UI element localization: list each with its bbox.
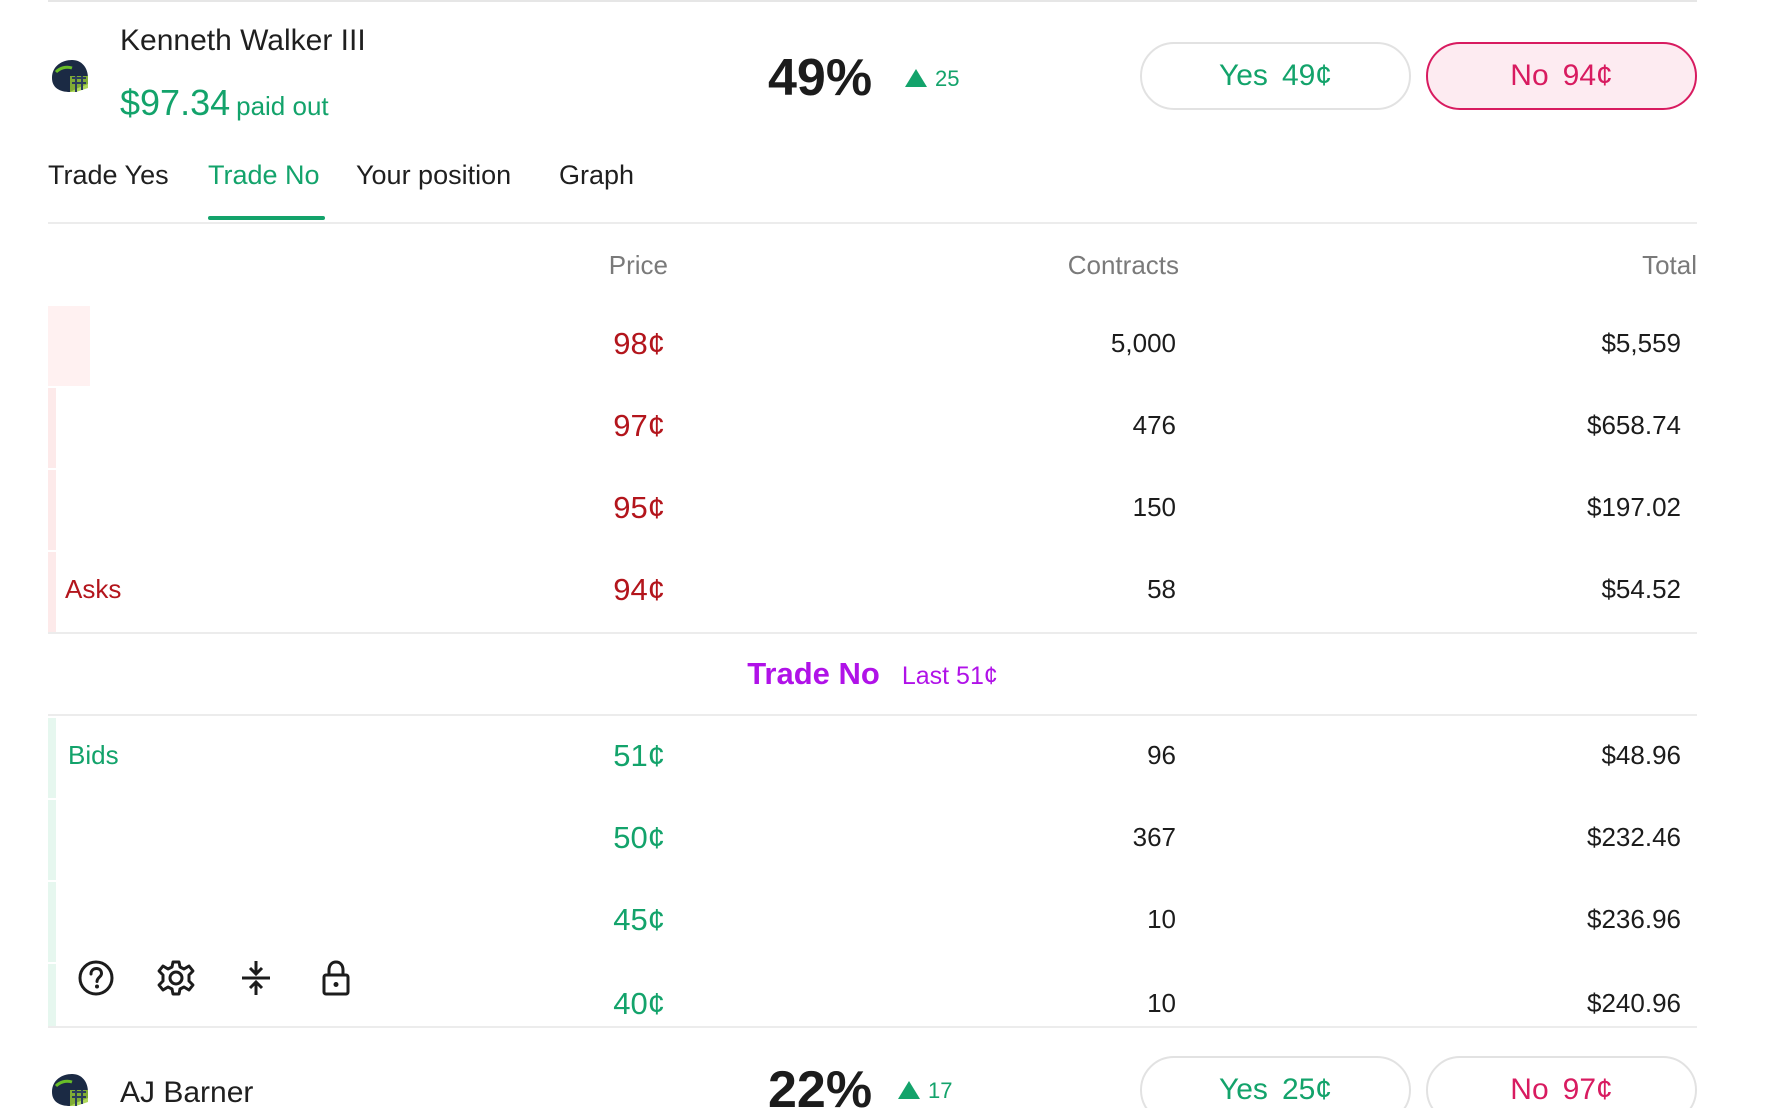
ask-price: 94¢ <box>613 572 665 607</box>
ask-total: $197.02 <box>1587 492 1681 522</box>
ask-row[interactable]: 97¢ 476 $658.74 <box>48 388 1697 470</box>
up-arrow-icon <box>905 69 927 87</box>
bid-price: 40¢ <box>613 986 665 1021</box>
compress-icon[interactable] <box>236 958 276 998</box>
asks-label: Asks <box>65 574 122 604</box>
bid-contracts: 10 <box>1147 904 1176 934</box>
ask-row[interactable]: Asks 94¢ 58 $54.52 <box>48 552 1697 634</box>
spread-title: Trade No <box>747 656 880 691</box>
price-column-header: Price <box>608 250 668 280</box>
ask-total: $54.52 <box>1601 574 1681 604</box>
tab-graph[interactable]: Graph <box>559 160 635 190</box>
seahawks-helmet-icon <box>52 60 88 92</box>
ask-depth-bar <box>48 552 56 632</box>
bid-depth-bar <box>48 964 56 1026</box>
buy-no-button[interactable]: No 94¢ <box>1426 42 1697 110</box>
percent-change: 17 <box>898 1078 952 1104</box>
tab-trade-yes[interactable]: Trade Yes <box>48 160 169 190</box>
bid-row[interactable]: 40¢ 10 $240.96 <box>48 964 1697 1026</box>
last-price: Last 51¢ <box>901 662 998 690</box>
no-price: 94¢ <box>1562 59 1613 92</box>
player-name[interactable]: Kenneth Walker III <box>120 24 366 57</box>
bid-row[interactable]: 50¢ 367 $232.46 <box>48 800 1697 882</box>
bid-row[interactable]: 45¢ 10 $236.96 <box>48 882 1697 964</box>
market-row-kenneth-walker[interactable]: Kenneth Walker III $97.34 paid out 49% 25… <box>48 14 1697 134</box>
market-row-aj-barner[interactable]: AJ Barner 22% 17 Yes 25¢ No 97¢ <box>48 1040 1697 1108</box>
bid-depth-bar <box>48 882 56 962</box>
ask-price: 95¢ <box>613 490 665 525</box>
bid-depth-bar <box>48 800 56 880</box>
ask-contracts: 5,000 <box>1110 328 1176 358</box>
seahawks-helmet-icon <box>52 1074 88 1106</box>
ask-contracts: 58 <box>1147 574 1176 604</box>
tab-your-position[interactable]: Your position <box>356 160 512 190</box>
bids-label: Bids <box>68 740 119 770</box>
bid-contracts: 10 <box>1147 988 1176 1018</box>
market-percent: 49% <box>768 49 873 107</box>
ask-contracts: 150 <box>1132 492 1176 522</box>
bid-total: $232.46 <box>1587 822 1681 852</box>
ask-contracts: 476 <box>1132 410 1176 440</box>
total-column-header: Total <box>1642 250 1697 280</box>
yes-price: 25¢ <box>1281 1073 1332 1106</box>
ask-depth-bar <box>48 306 90 386</box>
ask-total: $658.74 <box>1587 410 1681 440</box>
help-icon[interactable] <box>76 958 116 998</box>
tabs-divider <box>48 222 1697 224</box>
bid-total: $48.96 <box>1601 740 1681 770</box>
market-percent: 22% <box>768 1061 873 1108</box>
bid-total: $236.96 <box>1587 904 1681 934</box>
ask-depth-bar <box>48 470 56 550</box>
ask-total: $5,559 <box>1601 328 1681 358</box>
buy-no-button[interactable]: No 97¢ <box>1426 1056 1697 1108</box>
tab-trade-no[interactable]: Trade No <box>208 160 320 190</box>
bid-contracts: 96 <box>1147 740 1176 770</box>
yes-price: 49¢ <box>1281 59 1332 92</box>
bid-contracts: 367 <box>1132 822 1176 852</box>
contracts-column-header: Contracts <box>1067 250 1179 280</box>
bid-depth-bar <box>48 718 56 798</box>
ask-depth-bar <box>48 388 56 468</box>
percent-change-value: 17 <box>928 1078 953 1103</box>
bid-price: 45¢ <box>613 902 665 937</box>
ask-price: 98¢ <box>613 326 665 361</box>
active-tab-indicator <box>208 216 325 220</box>
spread-divider-bottom <box>48 714 1697 716</box>
ask-row[interactable]: 98¢ 5,000 $5,559 <box>48 306 1697 388</box>
yes-label: Yes <box>1218 1073 1268 1106</box>
percent-change-value: 25 <box>935 66 960 91</box>
settings-gear-icon[interactable] <box>156 958 196 998</box>
ask-row[interactable]: 95¢ 150 $197.02 <box>48 470 1697 552</box>
lock-icon[interactable] <box>316 958 356 998</box>
buy-yes-button[interactable]: Yes 49¢ <box>1140 42 1411 110</box>
bid-price: 51¢ <box>613 738 665 773</box>
payout-amount: $97.34 <box>120 82 231 123</box>
player-name[interactable]: AJ Barner <box>120 1076 254 1108</box>
yes-label: Yes <box>1218 59 1268 92</box>
no-label: No <box>1510 59 1549 92</box>
market-divider <box>48 1026 1697 1028</box>
top-divider <box>48 0 1697 2</box>
up-arrow-icon <box>898 1081 920 1099</box>
no-label: No <box>1510 1073 1549 1106</box>
ask-price: 97¢ <box>613 408 665 443</box>
buy-yes-button[interactable]: Yes 25¢ <box>1140 1056 1411 1108</box>
no-price: 97¢ <box>1562 1073 1613 1106</box>
spread-divider-top <box>48 632 1697 634</box>
bid-price: 50¢ <box>613 820 665 855</box>
percent-change: 25 <box>905 66 959 92</box>
bid-row[interactable]: Bids 51¢ 96 $48.96 <box>48 718 1697 800</box>
spread-indicator: Trade No Last 51¢ <box>48 656 1697 696</box>
bid-total: $240.96 <box>1587 988 1681 1018</box>
payout-label: paid out <box>236 91 329 121</box>
payout-summary: $97.34 paid out <box>120 82 329 124</box>
